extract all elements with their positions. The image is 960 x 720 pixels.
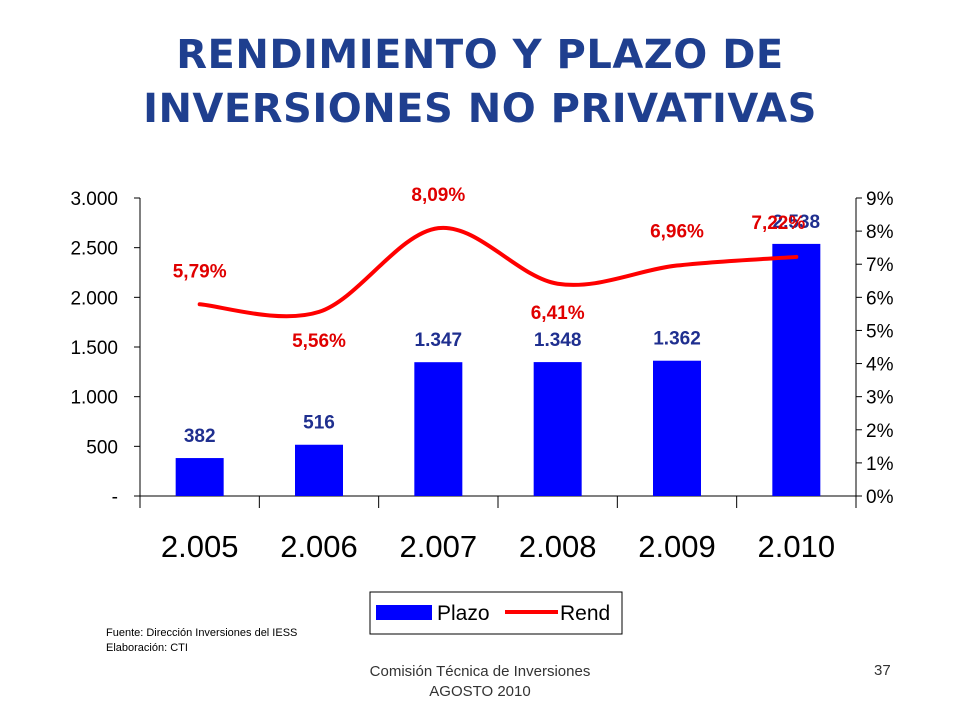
right-axis-tick-label: 5% <box>866 321 894 342</box>
left-axis-tick-label: 1.000 <box>70 388 118 409</box>
data-labels: 382 516 1.347 1.348 1.362 2.538 5,79% 5,56% 8,09… <box>173 185 820 447</box>
bar-plazo <box>533 362 582 496</box>
left-axis-tick-label: 2.500 <box>70 239 118 260</box>
right-axis-tick-label: 8% <box>866 222 894 243</box>
right-axis-tick-label: 4% <box>866 355 894 376</box>
bar-plazo <box>414 362 463 496</box>
source-notes: Fuente: Dirección Inversiones del IESS E… <box>106 626 297 656</box>
chart-legend: Plazo Rend <box>369 591 623 635</box>
line-series <box>197 226 799 319</box>
rend-value-label: 7,22% <box>751 213 805 234</box>
rend-value-label: 8,09% <box>411 185 465 206</box>
bar-plazo <box>175 458 224 496</box>
rend-value-label: 5,56% <box>292 331 346 352</box>
legend-swatch-plazo <box>376 605 432 620</box>
left-axis-tick-label: 500 <box>86 437 118 458</box>
footer-line1: Comisión Técnica de Inversiones <box>369 663 591 680</box>
legend-label-plazo: Plazo <box>437 602 490 625</box>
right-axis-tick-label: 6% <box>866 288 894 309</box>
rend-line <box>197 226 799 319</box>
bar-value-label: 1.348 <box>534 330 582 351</box>
x-axis-category-label: 2.007 <box>400 529 478 564</box>
bar-plazo <box>772 243 821 496</box>
left-axis-tick-label: 3.000 <box>70 189 118 210</box>
left-axis-tick-label: 1.500 <box>70 338 118 359</box>
x-axis-category-label: 2.009 <box>638 529 716 564</box>
left-axis-tick-label: 2.000 <box>70 288 118 309</box>
bar-plazo <box>295 444 343 496</box>
right-axis-tick-label: 3% <box>866 388 894 409</box>
x-axis-category-label: 2.006 <box>280 529 358 564</box>
x-axis-category-label: 2.005 <box>161 529 239 564</box>
slide-title-line2: INVERSIONES NO PRIVATIVAS <box>143 86 817 132</box>
right-axis-tick-label: 0% <box>866 487 894 508</box>
page-number: 37 <box>874 662 891 679</box>
bar-value-label: 1.362 <box>653 329 701 350</box>
rend-value-label: 6,41% <box>531 303 585 324</box>
bar-value-label: 2.538 <box>773 212 821 233</box>
chart-axes: - 500 1.000 1.500 2.000 2.500 3.000 0% 1% 2% 3% 4% 5… <box>70 189 893 564</box>
rend-value-label: 5,79% <box>173 261 227 282</box>
bar-value-label: 382 <box>184 426 216 447</box>
right-axis-tick-label: 9% <box>866 189 894 210</box>
source-line: Fuente: Dirección Inversiones del IESS <box>106 627 298 639</box>
footer-line2: AGOSTO 2010 <box>429 683 531 700</box>
bar-value-label: 1.347 <box>415 330 463 351</box>
bar-value-label: 516 <box>303 413 335 434</box>
x-axis-category-label: 2.010 <box>758 529 836 564</box>
bar-series <box>175 243 821 496</box>
right-axis-tick-label: 7% <box>866 255 894 276</box>
slide-title: RENDIMIENTO Y PLAZO DE INVERSIONES NO PR… <box>0 28 960 136</box>
legend-label-rend: Rend <box>560 602 610 625</box>
slide-footer: Comisión Técnica de Inversiones AGOSTO 2… <box>300 662 660 702</box>
right-axis-tick-label: 1% <box>866 454 894 475</box>
right-axis-tick-label: 2% <box>866 421 894 442</box>
bar-plazo <box>653 360 701 496</box>
slide-title-line1: RENDIMIENTO Y PLAZO DE <box>176 32 784 78</box>
rend-value-label: 6,96% <box>650 222 704 243</box>
left-axis-tick-label: - <box>112 487 118 508</box>
elaboration-line: Elaboración: CTI <box>106 642 188 654</box>
x-axis-category-label: 2.008 <box>519 529 597 564</box>
